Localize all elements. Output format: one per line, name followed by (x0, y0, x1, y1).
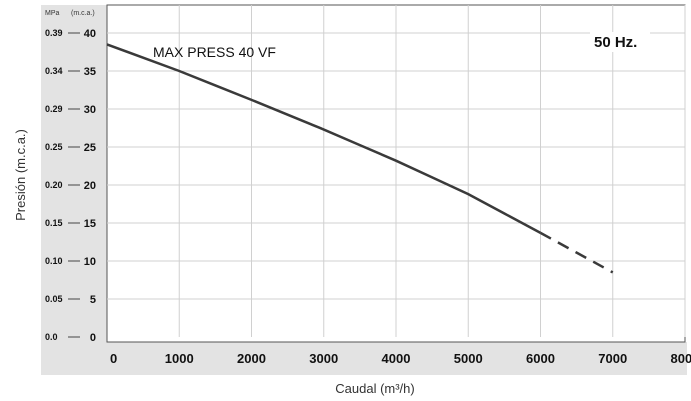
y-tick-label-mpa: 0.34 (45, 66, 63, 76)
x-tick-label: 1000 (165, 351, 194, 366)
y-tick-label-mca: 35 (84, 66, 96, 78)
frequency-label: 50 Hz. (594, 34, 637, 51)
x-axis-title: Caudal (m³/h) (335, 381, 414, 396)
series-label: MAX PRESS 40 VF (153, 44, 276, 60)
x-tick-label: 5000 (454, 351, 483, 366)
y-ticks: 00.050.05100.10150.15200.20250.25300.293… (45, 28, 96, 344)
y-tick-label-mca: 15 (84, 218, 96, 230)
y-tick-label-mpa: 0.20 (45, 180, 63, 190)
freq-label-bg (590, 32, 650, 52)
x-tick-label: 8000 (671, 351, 691, 366)
y-axis-title: Presión (m.c.a.) (13, 129, 28, 221)
x-tick-label: 2000 (237, 351, 266, 366)
y-tick-label-mpa: 0.39 (45, 28, 63, 38)
x-tick-label: 6000 (526, 351, 555, 366)
y-tick-label-mpa: 0.29 (45, 104, 63, 114)
y-tick-label-mca: 25 (84, 142, 96, 154)
y-tick-label-mpa: 0.05 (45, 294, 63, 304)
x-tick-label: 4000 (382, 351, 411, 366)
x-tick-label: 3000 (309, 351, 338, 366)
y-tick-label-mpa: 0.15 (45, 218, 63, 228)
series-line-dashed (539, 231, 614, 274)
y-tick-label-mca: 40 (84, 28, 96, 40)
y-unit-mpa: MPa (45, 10, 60, 17)
y-tick-label-mca: 0 (90, 332, 96, 344)
y-tick-label-mpa: 0.0 (45, 332, 58, 342)
y-tick-label-mca: 10 (84, 256, 96, 268)
y-tick-label-mpa: 0.25 (45, 142, 63, 152)
x-tick-label: 0 (110, 351, 117, 366)
series-lines (106, 43, 614, 274)
y-tick-label-mca: 30 (84, 104, 96, 116)
grid-lines (107, 5, 686, 337)
x-axis-band (41, 342, 687, 375)
x-ticks: 0 1000 2000 3000 4000 5000 6000 7000 8000 (110, 351, 691, 366)
y-tick-label-mca: 20 (84, 180, 96, 192)
y-tick-label-mpa: 0.10 (45, 256, 63, 266)
y-axis-band (41, 5, 107, 342)
y-unit-mca: (m.c.a.) (71, 10, 95, 17)
y-tick-label-mca: 5 (90, 294, 96, 306)
x-tick-label: 7000 (598, 351, 627, 366)
